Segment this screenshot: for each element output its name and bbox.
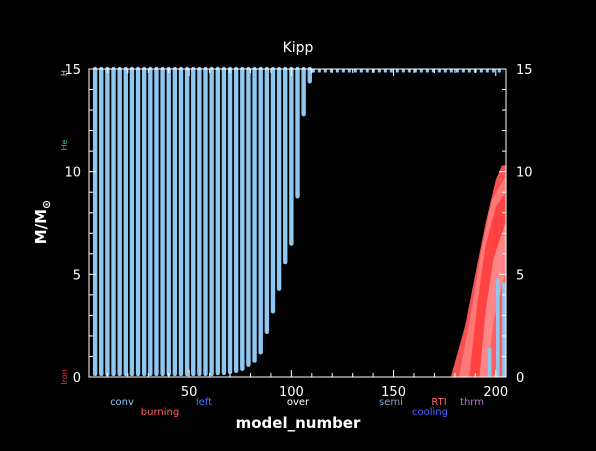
right-y-tick-label-0: 0 [516,371,524,386]
x-axis-label: model_number [236,414,361,432]
y-tick-label-0: 0 [73,371,81,386]
legend-item-burning: burning [141,407,179,418]
side-label-h: H [60,70,69,76]
right-y-tick-label-5: 5 [516,268,524,283]
legend-item-over: over [287,397,310,408]
right-y-tick-label-15: 15 [516,63,533,78]
side-label-iron: Iron [60,369,69,384]
y-tick-label-5: 5 [73,268,81,283]
y-axis-label-subscript: ⊙ [40,200,53,209]
legend-item-left: left [196,397,212,408]
legend-item-cooling: cooling [412,407,448,418]
legend-item-thrm: thrm [460,397,484,408]
right-y-tick-label-10: 10 [516,166,533,181]
legend-item-semi: semi [379,397,403,408]
legend-item-conv: conv [110,397,134,408]
y-tick-label-10: 10 [64,166,81,181]
y-axis-label-text: M/M [32,209,50,244]
legend-item-RTI: RTI [431,397,446,408]
side-label-he: He [60,139,69,150]
chart-title: Kipp [283,40,314,56]
x-tick-label-200: 200 [483,385,508,400]
